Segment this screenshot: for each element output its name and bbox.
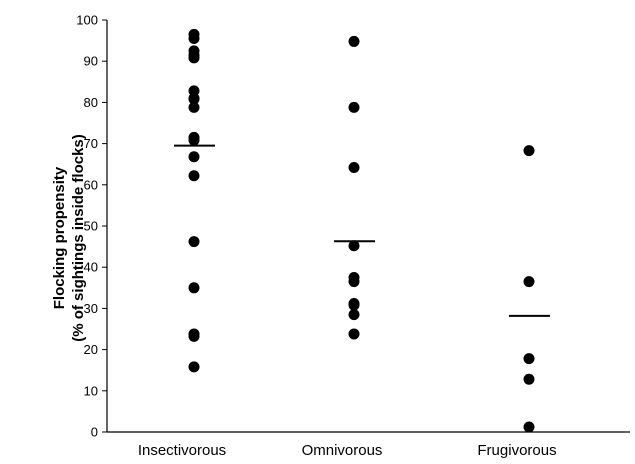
axes <box>106 20 630 433</box>
y-ticks: 0 10 20 30 40 50 60 70 80 90 100 <box>76 13 107 440</box>
data-point <box>348 299 360 311</box>
data-point <box>188 101 200 113</box>
data-point <box>188 134 200 146</box>
data-point <box>523 421 535 433</box>
data-point <box>348 35 360 47</box>
y-tick-label: 90 <box>84 54 98 69</box>
data-point <box>188 361 200 373</box>
data-point <box>188 93 200 105</box>
y-tick-label: 100 <box>76 13 98 28</box>
y-axis-title-line2: (% of sightings inside flocks) <box>70 134 87 342</box>
data-point <box>188 236 200 248</box>
data-point <box>348 101 360 113</box>
data-points <box>188 28 535 433</box>
data-point <box>188 330 200 342</box>
data-point <box>523 145 535 157</box>
data-point <box>523 353 535 365</box>
data-point <box>523 373 535 385</box>
y-tick-label: 60 <box>84 177 98 192</box>
y-tick-label: 80 <box>84 95 98 110</box>
data-point <box>188 33 200 45</box>
category-label: Omnivorous <box>302 442 383 459</box>
data-point <box>188 282 200 294</box>
data-point <box>188 52 200 64</box>
y-axis-title: Flocking propensity (% of sightings insi… <box>51 134 87 342</box>
data-point <box>188 151 200 163</box>
y-tick-label: 0 <box>91 425 98 440</box>
data-point <box>348 309 360 321</box>
y-tick-label: 20 <box>84 342 98 357</box>
data-point <box>348 276 360 288</box>
y-tick-label: 10 <box>84 383 98 398</box>
mean-lines <box>174 144 550 317</box>
data-point <box>188 170 200 182</box>
y-tick-label: 40 <box>84 260 98 275</box>
y-tick-label: 50 <box>84 219 98 234</box>
category-label: Insectivorous <box>138 442 226 459</box>
data-point <box>348 240 360 252</box>
x-category-labels: Insectivorous Omnivorous Frugivorous <box>138 442 557 459</box>
category-label: Frugivorous <box>477 442 556 459</box>
data-point <box>348 328 360 340</box>
y-axis-title-line1: Flocking propensity <box>51 166 68 309</box>
y-tick-label: 30 <box>84 301 98 316</box>
data-point <box>348 161 360 173</box>
data-point <box>523 276 535 288</box>
y-tick-label: 70 <box>84 136 98 151</box>
